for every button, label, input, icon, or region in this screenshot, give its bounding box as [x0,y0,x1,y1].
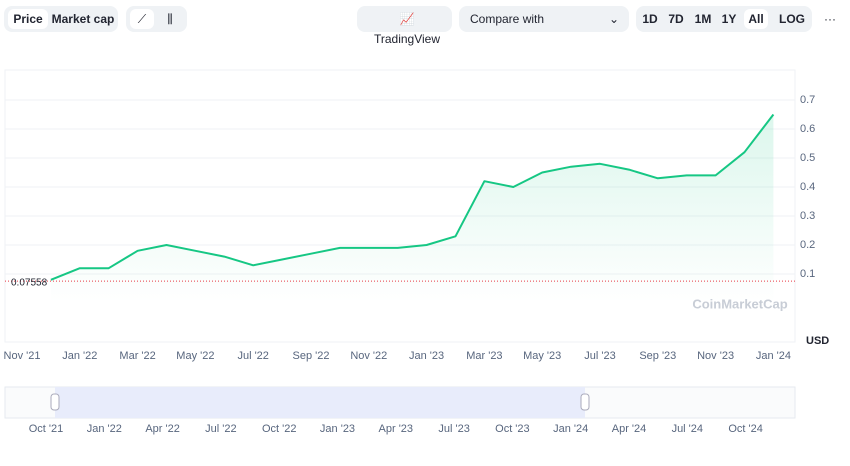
x-tick-label: Nov '21 [4,350,41,362]
x-tick-label: Mar '22 [119,350,155,362]
x-tick-label: Jan '22 [62,350,97,362]
navigator-label: Apr '24 [612,423,647,435]
log-button[interactable]: LOG [779,12,805,26]
reference-label: 0.07558 [11,278,48,289]
area [50,114,774,303]
x-tick-label: Mar '23 [466,350,502,362]
x-tick-label: May '23 [523,350,561,362]
more-text: ··· [824,12,836,26]
navigator-label: Apr '23 [379,423,414,435]
compare-dropdown[interactable] [459,6,629,32]
navigator-label: Oct '21 [29,423,64,435]
tradingview-label: 📈 TradingView [373,12,441,46]
currency: USD [806,335,829,347]
x-tick-label: Sep '22 [293,350,330,362]
range-group [636,6,812,32]
navigator-label: Jul '22 [205,423,236,435]
y-tick-label: 0.2 [800,239,815,251]
y-tick-label: 0.4 [800,181,815,193]
navigator-label: Apr '22 [145,423,180,435]
navigator-label: Jan '23 [320,423,355,435]
y-tick-label: 0.6 [800,123,815,135]
x-tick-label: Sep '23 [639,350,676,362]
chart: CoinMarketCap USD 0.10.20.30.40.50.60.70… [4,69,829,435]
navigator-label: Oct '24 [728,423,763,435]
x-tick-label: Jan '23 [409,350,444,362]
x-tick-label: Nov '22 [350,350,387,362]
navigator-label: Jan '22 [87,423,122,435]
x-tick-label: Nov '23 [697,350,734,362]
y-tick-label: 0.7 [800,94,815,106]
navigator-handle[interactable] [580,393,590,411]
navigator-label: Oct '22 [262,423,297,435]
navigator-label: Jan '24 [553,423,588,435]
plot-frame [4,69,796,343]
range-button[interactable]: All [744,9,768,29]
range-button[interactable]: 1Y [721,12,737,26]
tab[interactable]: Market cap [51,12,115,26]
candle-icon[interactable]: ⫼ [167,12,173,26]
price-line [50,113,775,281]
tradingview-button[interactable] [357,6,452,32]
navigator-label: Jul '23 [438,423,469,435]
y-tick-label: 0.1 [800,268,815,280]
compare-text: Compare with [470,12,545,26]
range-button[interactable]: 7D [668,12,684,26]
x-tick-label: Jul '22 [237,350,268,362]
x-tick-label: Jan '24 [756,350,791,362]
range-button[interactable]: 1M [694,12,712,26]
range-button[interactable]: 1D [642,12,658,26]
navigator-selection[interactable] [55,387,585,418]
tradingview-text: TradingView [373,32,441,46]
navigator-handle[interactable] [50,393,60,411]
tab[interactable]: Price [8,9,48,29]
more-button[interactable] [818,6,842,32]
x-tick-label: Jul '23 [584,350,615,362]
navigator-label: Oct '23 [495,423,530,435]
x-tick-label: May '22 [176,350,214,362]
chevron: ⌄ [608,12,620,26]
page: Price Market cap ⟋ ⫼ 📈 TradingView Compa… [3,6,842,435]
navigator-label: Jul '24 [672,423,703,435]
line-icon[interactable]: ⟋ [130,9,154,29]
y-tick-label: 0.5 [800,152,815,164]
y-tick-label: 0.3 [800,210,815,222]
